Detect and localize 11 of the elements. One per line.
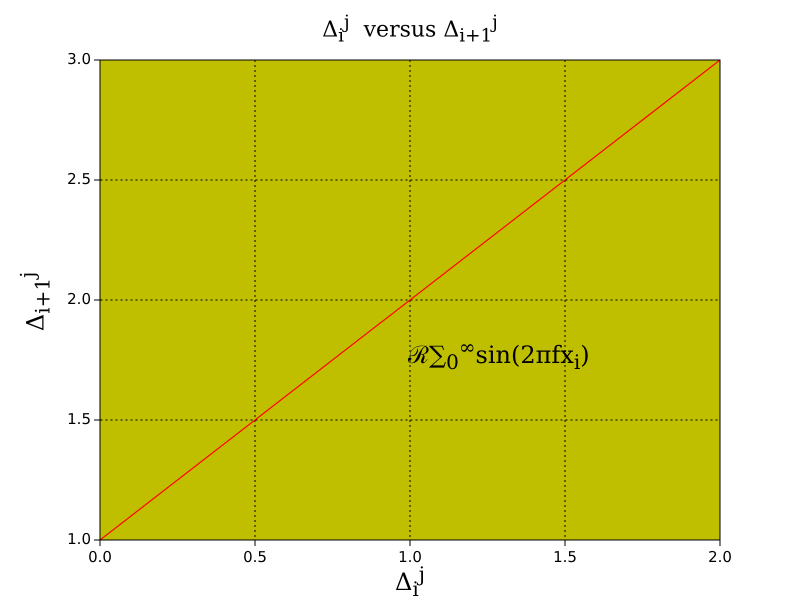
- y-tick-label: 1.0: [67, 530, 91, 548]
- y-tick-label: 3.0: [67, 50, 91, 68]
- y-tick-label: 2.0: [67, 290, 91, 308]
- annotation: ℛ∑$_{0}$$^{∞}$sin(2πfx$_{i}$): [408, 335, 590, 374]
- x-tick-label: 2.0: [708, 548, 732, 566]
- y-tick-label: 1.5: [67, 410, 91, 428]
- x-tick-label: 0.5: [243, 548, 267, 566]
- x-tick-label: 1.0: [398, 548, 422, 566]
- x-tick-label: 0.0: [88, 548, 112, 566]
- x-tick-label: 1.5: [553, 548, 577, 566]
- y-tick-label: 2.5: [67, 170, 91, 188]
